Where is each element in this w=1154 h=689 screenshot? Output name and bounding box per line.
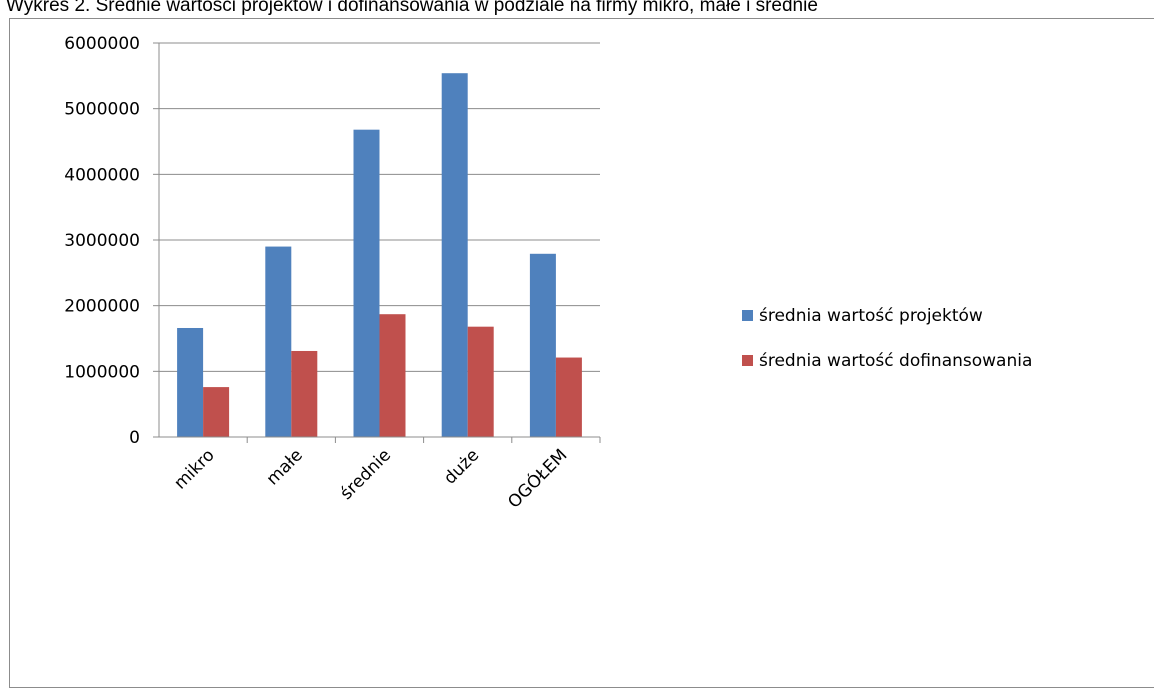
x-tick-labels: mikro małe średnie duże OGÓŁEM (170, 444, 571, 513)
legend-swatch (742, 310, 753, 321)
x-tick-label: duże (440, 445, 483, 488)
y-tick-labels: 0 1000000 2000000 3000000 4000000 5000000 6000… (64, 34, 140, 448)
y-tick-label: 1000000 (64, 362, 140, 382)
bars (177, 73, 582, 437)
legend: średnia wartość projektów średnia wartość… (742, 306, 1032, 371)
y-tick-label: 6000000 (64, 34, 140, 54)
bar-chart: 0 1000000 2000000 3000000 4000000 5000000 6000… (64, 34, 1032, 513)
x-tick-label: OGÓŁEM (503, 444, 572, 513)
axes (153, 42, 601, 443)
y-tick-label: 3000000 (64, 231, 140, 251)
bar-funding-4 (555, 357, 582, 437)
y-tick-label: 4000000 (64, 165, 140, 185)
chart-frame: 0 1000000 2000000 3000000 4000000 5000000 6000… (9, 18, 1154, 688)
y-tick-label: 2000000 (64, 297, 140, 317)
bar-projects-2 (353, 129, 380, 437)
x-tick-label: małe (263, 445, 307, 489)
bar-projects-3 (441, 73, 468, 437)
bar-projects-1 (265, 246, 292, 437)
legend-label: średnia wartość dofinansowania (759, 351, 1032, 371)
bar-funding-3 (467, 326, 494, 437)
bar-funding-0 (203, 387, 230, 437)
bar-funding-2 (379, 314, 406, 437)
bar-projects-4 (529, 253, 556, 437)
x-tick-label: średnie (337, 445, 395, 503)
legend-label: średnia wartość projektów (759, 306, 983, 326)
bar-projects-0 (177, 327, 204, 437)
x-tick-label: mikro (170, 445, 218, 493)
legend-swatch (742, 355, 753, 366)
y-tick-label: 0 (129, 428, 140, 448)
y-tick-label: 5000000 (64, 100, 140, 120)
page-title: Wykres 2. Średnie wartości projektów i d… (6, 0, 818, 16)
bar-funding-1 (291, 350, 318, 437)
